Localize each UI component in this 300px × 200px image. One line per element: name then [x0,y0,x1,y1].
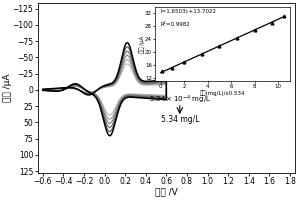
Text: 5.34 mg/L: 5.34 mg/L [160,115,199,124]
Y-axis label: 电流 /μA: 电流 /μA [4,74,13,102]
X-axis label: 电压 /V: 电压 /V [155,188,178,197]
Text: $5.34\times10^{-4}$ mg/L: $5.34\times10^{-4}$ mg/L [149,93,211,106]
